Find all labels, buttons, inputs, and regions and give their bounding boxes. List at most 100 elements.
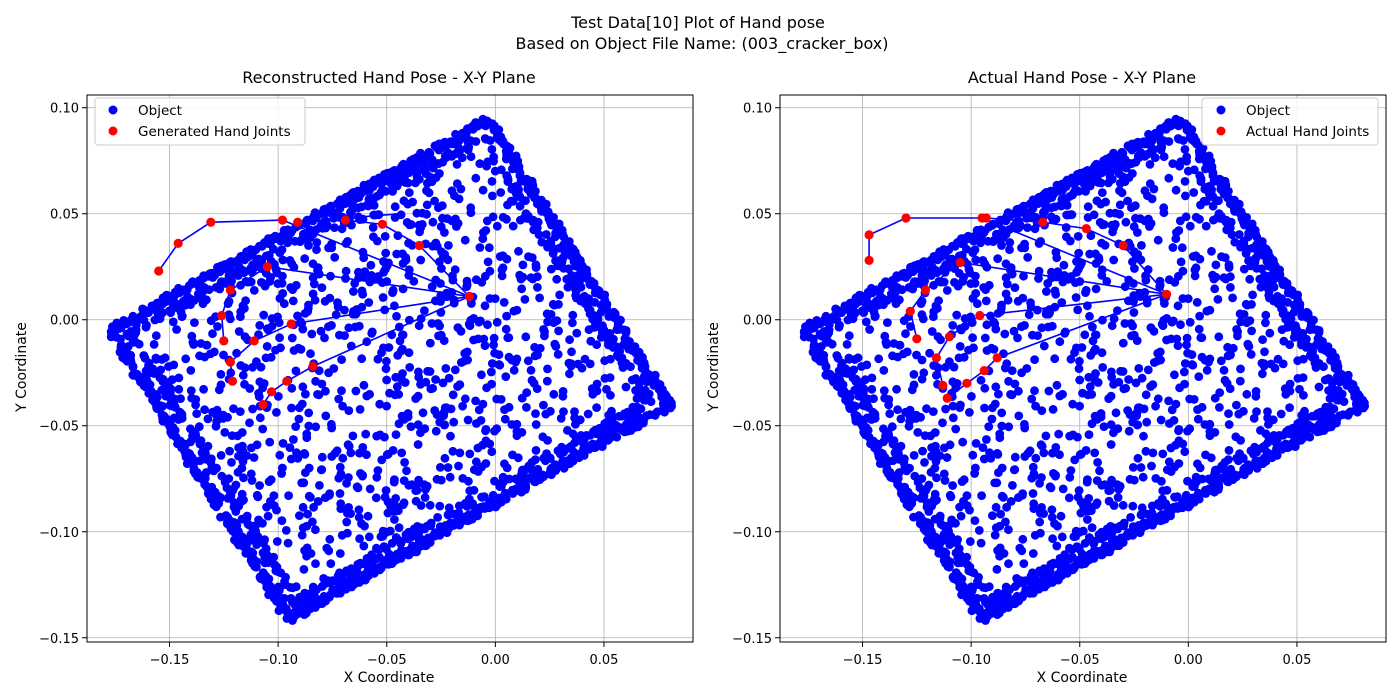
object-point bbox=[321, 493, 330, 502]
object-point bbox=[1071, 526, 1081, 536]
object-point bbox=[337, 355, 346, 364]
object-point bbox=[1095, 466, 1104, 476]
object-point bbox=[418, 408, 428, 418]
object-point bbox=[381, 486, 391, 495]
object-point bbox=[337, 224, 347, 234]
object-point bbox=[1079, 179, 1089, 189]
object-point bbox=[279, 299, 289, 309]
object-point bbox=[602, 434, 612, 444]
object-point bbox=[571, 419, 580, 429]
object-point bbox=[291, 582, 301, 592]
object-point bbox=[867, 384, 877, 394]
object-point bbox=[982, 435, 991, 444]
object-point bbox=[415, 227, 424, 237]
object-point bbox=[428, 163, 438, 173]
object-point bbox=[340, 305, 349, 315]
object-point bbox=[600, 290, 610, 300]
object-point bbox=[512, 305, 522, 315]
object-point bbox=[1326, 355, 1335, 365]
object-point bbox=[296, 345, 306, 354]
object-point bbox=[1329, 419, 1339, 428]
object-point bbox=[1034, 266, 1044, 276]
object-point bbox=[931, 370, 941, 380]
object-point bbox=[483, 320, 492, 330]
object-point bbox=[357, 519, 366, 528]
object-point bbox=[207, 482, 217, 492]
object-point bbox=[562, 274, 572, 284]
object-point bbox=[651, 408, 661, 418]
object-point bbox=[490, 426, 499, 436]
object-point bbox=[1180, 145, 1190, 154]
object-point bbox=[344, 406, 354, 415]
object-point bbox=[275, 248, 285, 258]
object-point bbox=[576, 431, 586, 440]
object-point bbox=[1235, 376, 1245, 386]
object-point bbox=[1225, 199, 1235, 209]
object-point bbox=[1302, 334, 1311, 344]
object-point bbox=[335, 330, 344, 340]
object-point bbox=[609, 334, 618, 344]
object-point bbox=[631, 386, 640, 395]
object-point bbox=[397, 376, 407, 385]
object-point bbox=[261, 571, 270, 581]
object-point bbox=[958, 437, 968, 447]
object-point bbox=[388, 285, 398, 295]
object-point bbox=[355, 534, 364, 544]
object-point bbox=[440, 151, 450, 161]
object-point bbox=[296, 235, 306, 245]
object-point bbox=[307, 329, 317, 339]
hand-joint-point bbox=[173, 238, 183, 248]
object-point bbox=[487, 359, 497, 368]
object-point bbox=[1297, 312, 1307, 321]
object-point bbox=[264, 477, 274, 486]
object-point bbox=[1099, 422, 1109, 431]
legend-object-label-reconstructed: Object bbox=[138, 103, 182, 119]
object-point bbox=[295, 592, 304, 602]
object-point bbox=[1124, 426, 1134, 436]
object-point bbox=[271, 345, 280, 355]
object-point bbox=[1093, 458, 1102, 467]
object-point bbox=[583, 409, 593, 419]
object-point bbox=[458, 401, 467, 411]
object-point bbox=[272, 537, 282, 546]
object-point bbox=[464, 510, 474, 520]
object-point bbox=[363, 511, 373, 521]
object-point bbox=[1045, 567, 1055, 577]
object-point bbox=[1083, 202, 1093, 212]
object-point bbox=[313, 263, 323, 273]
object-point bbox=[412, 542, 421, 552]
object-point bbox=[519, 213, 529, 223]
object-point bbox=[1065, 236, 1075, 246]
hand-joint-point bbox=[227, 376, 238, 386]
object-point bbox=[324, 243, 333, 253]
object-point bbox=[1074, 186, 1084, 196]
object-point bbox=[604, 410, 614, 420]
object-point bbox=[1115, 186, 1124, 196]
object-point bbox=[303, 509, 312, 519]
object-point bbox=[543, 242, 552, 252]
object-point bbox=[119, 316, 129, 325]
object-point bbox=[1141, 390, 1151, 400]
object-point bbox=[1153, 235, 1163, 245]
object-point bbox=[485, 294, 495, 303]
object-point bbox=[1047, 560, 1057, 570]
object-point bbox=[490, 476, 499, 486]
object-point bbox=[857, 378, 867, 387]
object-point bbox=[1167, 405, 1177, 415]
object-point bbox=[382, 356, 391, 366]
object-point bbox=[801, 322, 810, 332]
object-point bbox=[350, 279, 360, 288]
object-point bbox=[201, 443, 211, 452]
object-point bbox=[275, 333, 284, 343]
object-point bbox=[936, 519, 946, 529]
object-point bbox=[1248, 290, 1257, 300]
subplot-actual: Actual Hand Pose - X-Y Plane −0.15 −0.10−… bbox=[706, 68, 1387, 686]
object-point bbox=[535, 293, 544, 303]
object-point bbox=[235, 407, 245, 416]
object-point bbox=[320, 204, 330, 214]
object-point bbox=[1204, 357, 1213, 367]
object-point bbox=[1139, 518, 1149, 528]
object-point bbox=[1109, 255, 1119, 265]
object-point bbox=[1344, 408, 1354, 418]
object-point bbox=[278, 439, 288, 448]
